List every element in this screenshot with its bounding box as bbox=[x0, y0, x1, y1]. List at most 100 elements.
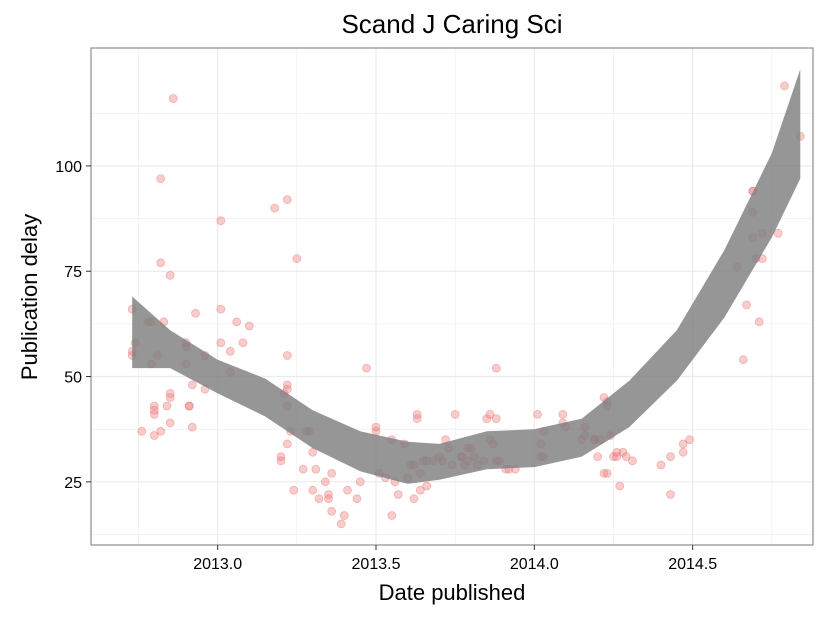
data-point bbox=[412, 414, 422, 424]
data-point bbox=[327, 506, 337, 516]
data-point bbox=[355, 477, 365, 487]
y-tick-label: 25 bbox=[64, 475, 82, 492]
data-point bbox=[282, 351, 292, 360]
data-point bbox=[165, 270, 175, 280]
data-point bbox=[282, 384, 292, 394]
data-point bbox=[165, 388, 175, 398]
data-point bbox=[343, 485, 352, 495]
data-point bbox=[149, 405, 159, 415]
data-point bbox=[244, 321, 254, 331]
data-point bbox=[308, 447, 318, 457]
data-point bbox=[685, 435, 694, 445]
data-point bbox=[289, 485, 299, 495]
data-point bbox=[780, 81, 789, 91]
data-point bbox=[165, 393, 175, 403]
data-point bbox=[666, 452, 675, 462]
data-point bbox=[482, 414, 492, 424]
data-point bbox=[618, 447, 628, 457]
data-point bbox=[216, 338, 226, 348]
data-point bbox=[276, 456, 286, 466]
data-point bbox=[738, 355, 748, 365]
data-point bbox=[156, 174, 166, 184]
data-point bbox=[298, 464, 308, 474]
x-tick-label: 2013.0 bbox=[193, 556, 242, 573]
data-point bbox=[156, 258, 166, 268]
data-point bbox=[754, 317, 764, 327]
data-point bbox=[324, 494, 333, 504]
data-point bbox=[162, 401, 172, 411]
data-point bbox=[371, 422, 381, 432]
data-point bbox=[308, 485, 318, 495]
data-point bbox=[485, 409, 495, 419]
x-tick-label: 2014.0 bbox=[510, 556, 559, 573]
data-point bbox=[339, 511, 349, 520]
x-tick-label: 2014.5 bbox=[668, 556, 717, 573]
data-point bbox=[187, 380, 197, 390]
data-point bbox=[216, 304, 226, 314]
data-point bbox=[168, 94, 178, 103]
data-point bbox=[621, 452, 631, 462]
data-point bbox=[282, 195, 292, 205]
chart-title: Scand J Caring Sci bbox=[341, 9, 562, 39]
data-point bbox=[149, 409, 159, 419]
data-point bbox=[149, 431, 159, 440]
data-point bbox=[602, 468, 612, 478]
data-point bbox=[156, 426, 166, 436]
data-point bbox=[292, 254, 302, 264]
panel-border bbox=[90, 47, 814, 546]
data-point bbox=[276, 452, 286, 462]
data-point bbox=[191, 308, 200, 318]
data-point bbox=[238, 338, 248, 348]
data-point bbox=[352, 494, 362, 504]
x-axis-title: Date published bbox=[379, 580, 526, 605]
y-tick-label: 75 bbox=[64, 264, 82, 281]
data-point bbox=[666, 490, 675, 499]
data-point bbox=[165, 418, 175, 428]
data-point bbox=[415, 485, 425, 495]
data-point bbox=[137, 426, 147, 436]
data-point bbox=[393, 490, 403, 499]
data-point bbox=[742, 300, 751, 310]
data-point bbox=[387, 511, 397, 520]
data-point bbox=[773, 228, 783, 238]
data-point bbox=[491, 414, 501, 424]
y-tick-label: 100 bbox=[55, 159, 82, 176]
data-point bbox=[314, 494, 324, 504]
x-tick-label: 2013.5 bbox=[352, 556, 401, 573]
data-point bbox=[362, 363, 371, 373]
data-point bbox=[320, 477, 330, 487]
data-point bbox=[184, 401, 194, 411]
data-point bbox=[678, 447, 688, 457]
data-point bbox=[612, 452, 622, 462]
y-tick-label: 50 bbox=[64, 370, 82, 387]
data-point bbox=[327, 468, 337, 478]
data-point bbox=[336, 519, 346, 529]
data-point bbox=[615, 481, 625, 491]
data-point bbox=[270, 203, 280, 213]
y-axis-title: Publication delay bbox=[17, 214, 42, 380]
data-point bbox=[324, 490, 333, 499]
data-point bbox=[187, 422, 197, 432]
axis-ticks: 2013.0 2013.5 2014.0 2014.5 25 50 75 100 bbox=[55, 159, 717, 573]
data-point bbox=[412, 409, 422, 419]
data-point bbox=[612, 447, 622, 457]
data-point bbox=[609, 452, 618, 462]
data-point bbox=[628, 456, 637, 466]
data-point bbox=[533, 409, 542, 419]
data-point bbox=[311, 464, 321, 474]
data-point bbox=[450, 409, 460, 419]
data-point bbox=[593, 452, 603, 462]
data-point bbox=[491, 363, 501, 373]
data-point bbox=[558, 409, 568, 419]
data-point bbox=[149, 401, 159, 411]
data-point bbox=[225, 346, 235, 356]
data-point bbox=[422, 481, 432, 491]
data-point bbox=[599, 468, 609, 478]
data-point bbox=[282, 380, 292, 390]
data-point bbox=[678, 439, 688, 449]
smooth-confidence-band bbox=[132, 69, 801, 484]
data-point bbox=[282, 439, 292, 449]
data-point bbox=[184, 401, 194, 411]
data-point bbox=[409, 494, 419, 504]
